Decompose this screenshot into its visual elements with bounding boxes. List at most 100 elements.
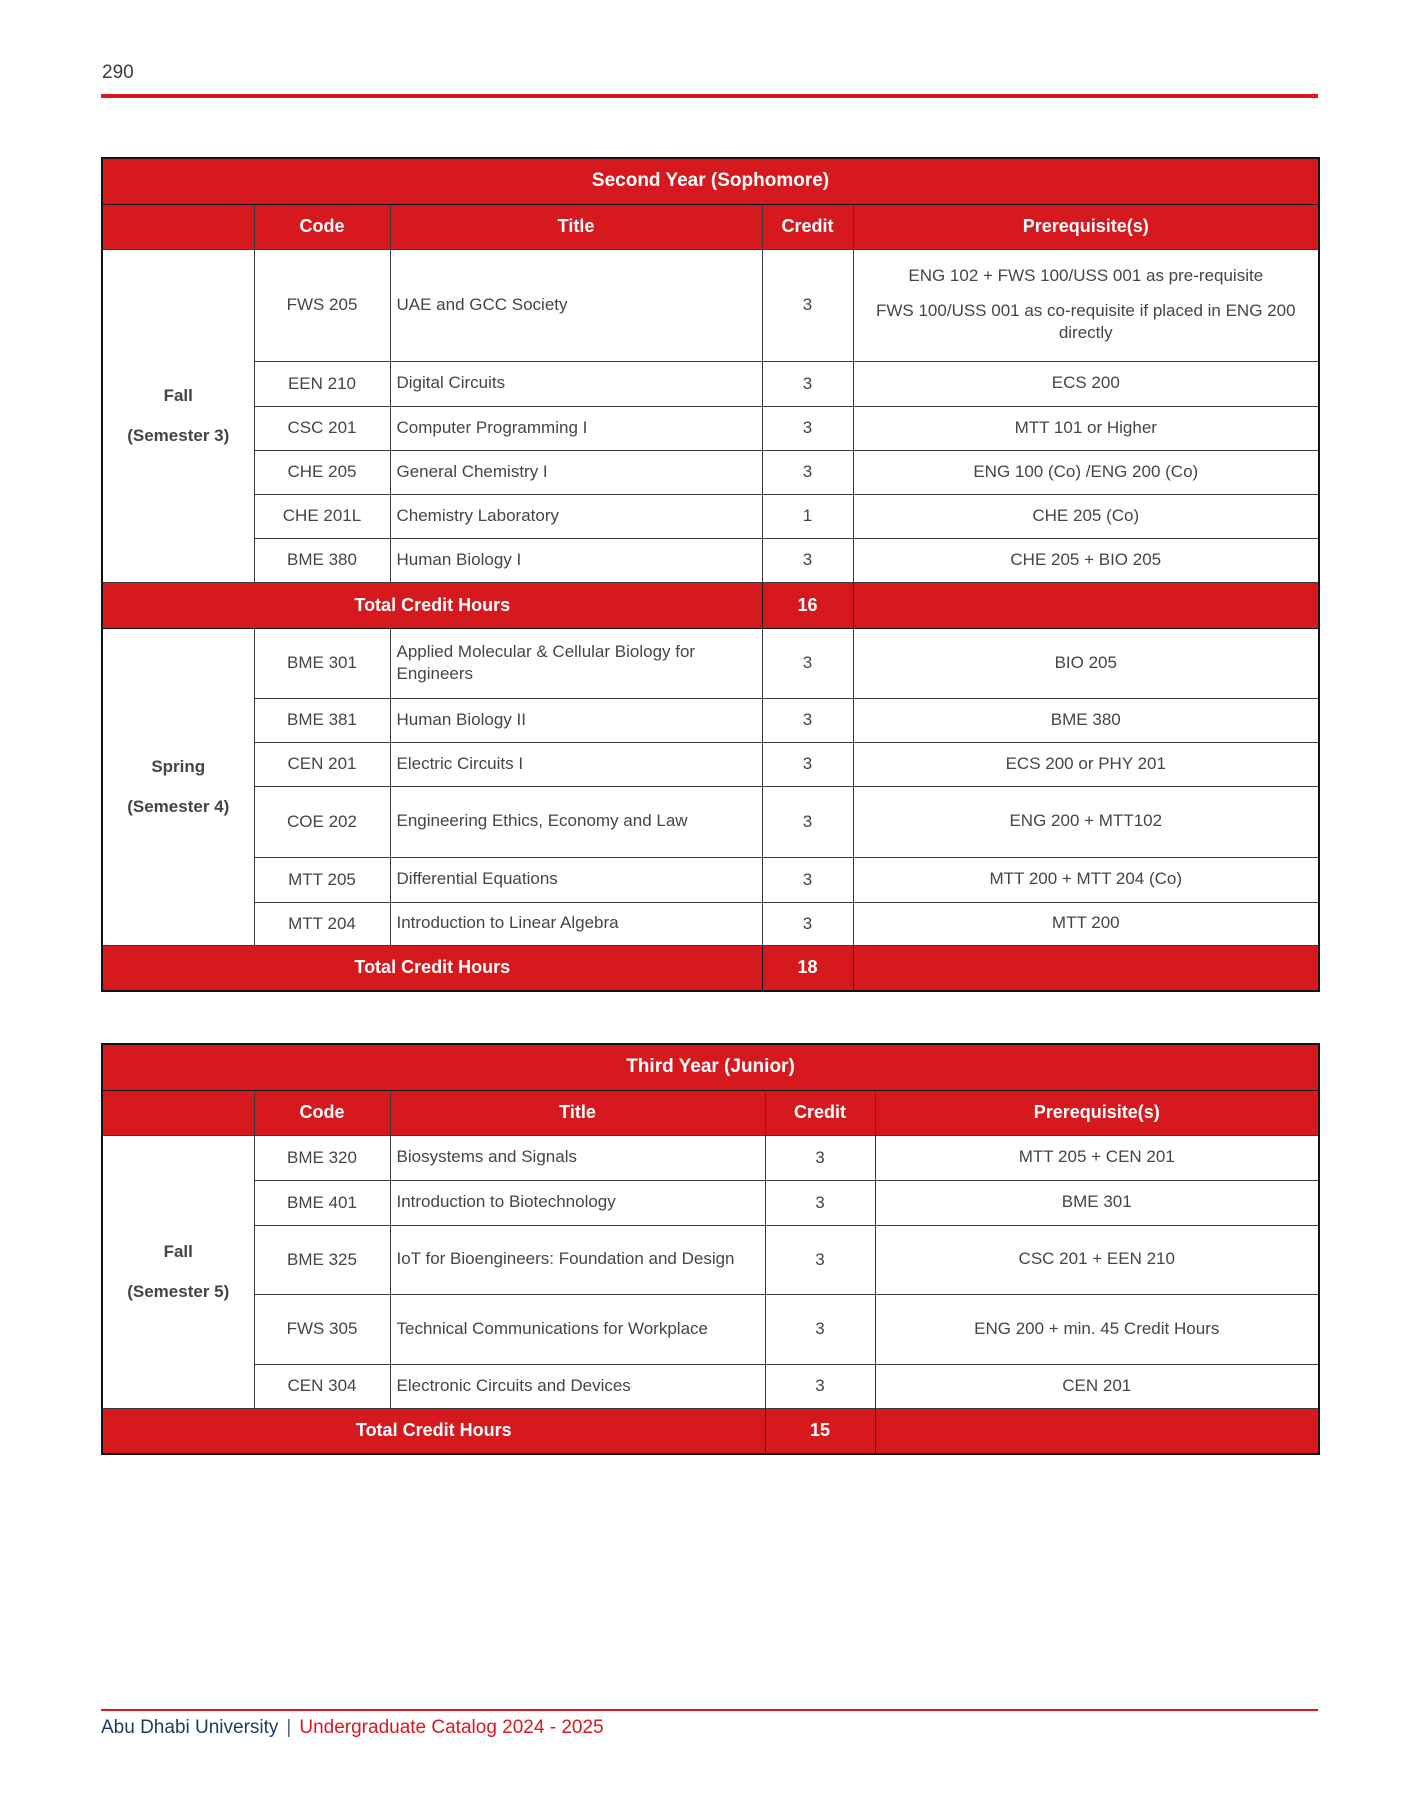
course-credit-cell: 3 bbox=[764, 1134, 876, 1181]
course-title-cell: Human Biology II bbox=[389, 697, 763, 743]
course-prereq-cell: ENG 200 + MTT102 bbox=[852, 785, 1320, 858]
course-title-cell: Introduction to Biotechnology bbox=[389, 1179, 766, 1226]
header-semester-spacer bbox=[101, 1089, 255, 1136]
footer-catalog-title: Undergraduate Catalog 2024 - 2025 bbox=[299, 1717, 604, 1738]
course-prereq-cell: BIO 205 bbox=[852, 627, 1320, 699]
course-credit-cell: 3 bbox=[764, 1363, 876, 1409]
course-row: BME 380 Human Biology I 3 CHE 205 + BIO … bbox=[102, 537, 1320, 583]
footer: Abu Dhabi University | Undergraduate Catal… bbox=[101, 1717, 604, 1739]
second-year-table: Second Year (Sophomore) Code Title Credi… bbox=[101, 157, 1321, 992]
course-title-cell: Introduction to Linear Algebra bbox=[389, 901, 763, 946]
semester-term: Fall bbox=[163, 1241, 193, 1261]
semester-number: (Semester 4) bbox=[127, 796, 230, 816]
course-title-cell: UAE and GCC Society bbox=[389, 248, 763, 362]
total-row: Total Credit Hours 18 bbox=[101, 944, 1320, 992]
course-row: CHE 201L Chemistry Laboratory 1 CHE 205 … bbox=[102, 493, 1320, 539]
course-row: MTT 205 Differential Equations 3 MTT 200… bbox=[102, 856, 1320, 903]
course-title-cell: Human Biology I bbox=[389, 537, 763, 583]
course-credit-cell: 3 bbox=[764, 1179, 876, 1226]
total-prereq-spacer bbox=[852, 944, 1320, 992]
course-prereq-cell: MTT 205 + CEN 201 bbox=[874, 1134, 1320, 1181]
course-code-cell: FWS 305 bbox=[253, 1293, 391, 1365]
table-title: Second Year (Sophomore) bbox=[101, 157, 1320, 205]
semester-number: (Semester 5) bbox=[127, 1281, 230, 1301]
course-row: COE 202 Engineering Ethics, Economy and … bbox=[102, 785, 1320, 858]
course-row: EEN 210 Digital Circuits 3 ECS 200 bbox=[102, 360, 1320, 407]
course-code-cell: CHE 201L bbox=[253, 493, 391, 539]
course-row: BME 401 Introduction to Biotechnology 3 … bbox=[102, 1179, 1320, 1226]
course-code-cell: CHE 205 bbox=[253, 449, 391, 495]
course-row: Spring (Semester 4) BME 301 Applied Mole… bbox=[101, 627, 1320, 946]
course-code-cell: CEN 304 bbox=[253, 1363, 391, 1409]
course-title-cell: Chemistry Laboratory bbox=[389, 493, 763, 539]
course-code-cell: BME 301 bbox=[253, 627, 391, 699]
total-prereq-spacer bbox=[852, 581, 1320, 629]
total-label: Total Credit Hours bbox=[101, 1407, 766, 1455]
table-title-row: Second Year (Sophomore) bbox=[101, 157, 1320, 205]
total-label: Total Credit Hours bbox=[101, 581, 763, 629]
course-title-cell: Digital Circuits bbox=[389, 360, 763, 407]
total-row: Total Credit Hours 16 bbox=[101, 581, 1320, 629]
course-code-cell: FWS 205 bbox=[253, 248, 391, 362]
course-prereq-cell: ECS 200 or PHY 201 bbox=[852, 741, 1320, 787]
course-code-cell: MTT 204 bbox=[253, 901, 391, 946]
semester-cell: Fall (Semester 3) bbox=[101, 248, 255, 583]
semester-term: Spring bbox=[151, 756, 206, 776]
course-title-cell: Differential Equations bbox=[389, 856, 763, 903]
course-code-cell: BME 320 bbox=[253, 1134, 391, 1181]
header-prereq: Prerequisite(s) bbox=[874, 1089, 1320, 1136]
course-credit-cell: 1 bbox=[761, 493, 854, 539]
page-number: 290 bbox=[102, 62, 134, 83]
course-code-cell: BME 325 bbox=[253, 1224, 391, 1295]
course-row: MTT 204 Introduction to Linear Algebra 3… bbox=[102, 901, 1320, 946]
course-row: Fall (Semester 5) BME 320 Biosystems and… bbox=[101, 1134, 1320, 1409]
course-credit-cell: 3 bbox=[761, 785, 854, 858]
header-code: Code bbox=[253, 1089, 391, 1136]
header-title: Title bbox=[389, 203, 763, 250]
course-title-cell: General Chemistry I bbox=[389, 449, 763, 495]
course-credit-cell: 3 bbox=[761, 856, 854, 903]
total-row: Total Credit Hours 15 bbox=[101, 1407, 1320, 1455]
course-credit-cell: 3 bbox=[761, 901, 854, 946]
column-header-row: Code Title Credit Prerequisite(s) bbox=[101, 203, 1320, 250]
course-code-cell: BME 381 bbox=[253, 697, 391, 743]
course-row: FWS 305 Technical Communications for Wor… bbox=[102, 1293, 1320, 1365]
footer-separator: | bbox=[286, 1717, 292, 1738]
course-code-cell: BME 401 bbox=[253, 1179, 391, 1226]
course-prereq-cell: BME 380 bbox=[852, 697, 1320, 743]
course-credit-cell: 3 bbox=[761, 697, 854, 743]
table-title-row: Third Year (Junior) bbox=[101, 1043, 1320, 1091]
course-prereq-cell: CHE 205 (Co) bbox=[852, 493, 1320, 539]
course-title-cell: Technical Communications for Workplace bbox=[389, 1293, 766, 1365]
column-header-row: Code Title Credit Prerequisite(s) bbox=[101, 1089, 1320, 1136]
prereq-line-1: ENG 102 + FWS 100/USS 001 as pre-requisi… bbox=[908, 265, 1264, 285]
course-prereq-cell: MTT 200 + MTT 204 (Co) bbox=[852, 856, 1320, 903]
course-row: BME 325 IoT for Bioengineers: Foundation… bbox=[102, 1224, 1320, 1295]
course-prereq-cell: ENG 102 + FWS 100/USS 001 as pre-requisi… bbox=[852, 248, 1320, 362]
course-credit-cell: 3 bbox=[761, 537, 854, 583]
third-year-table: Third Year (Junior) Code Title Credit Pr… bbox=[101, 1043, 1320, 1455]
course-row: CSC 201 Computer Programming I 3 MTT 101… bbox=[102, 405, 1320, 451]
course-code-cell: COE 202 bbox=[253, 785, 391, 858]
semester-number: (Semester 3) bbox=[127, 425, 230, 445]
course-title-cell: Applied Molecular & Cellular Biology for… bbox=[389, 627, 763, 699]
header-title: Title bbox=[389, 1089, 766, 1136]
header-credit: Credit bbox=[761, 203, 854, 250]
top-rule-divider bbox=[101, 94, 1318, 98]
course-prereq-cell: CHE 205 + BIO 205 bbox=[852, 537, 1320, 583]
course-prereq-cell: CEN 201 bbox=[874, 1363, 1320, 1409]
total-credit-value: 16 bbox=[761, 581, 854, 629]
course-title-cell: Engineering Ethics, Economy and Law bbox=[389, 785, 763, 858]
course-row: CEN 201 Electric Circuits I 3 ECS 200 or… bbox=[102, 741, 1320, 787]
footer-rule-divider bbox=[101, 1709, 1318, 1711]
footer-university: Abu Dhabi University bbox=[101, 1717, 279, 1738]
course-prereq-cell: MTT 101 or Higher bbox=[852, 405, 1320, 451]
course-code-cell: CSC 201 bbox=[253, 405, 391, 451]
total-label: Total Credit Hours bbox=[101, 944, 763, 992]
semester-cell: Fall (Semester 5) bbox=[101, 1134, 255, 1409]
course-prereq-cell: BME 301 bbox=[874, 1179, 1320, 1226]
course-code-cell: BME 380 bbox=[253, 537, 391, 583]
course-credit-cell: 3 bbox=[761, 248, 854, 362]
header-code: Code bbox=[253, 203, 391, 250]
